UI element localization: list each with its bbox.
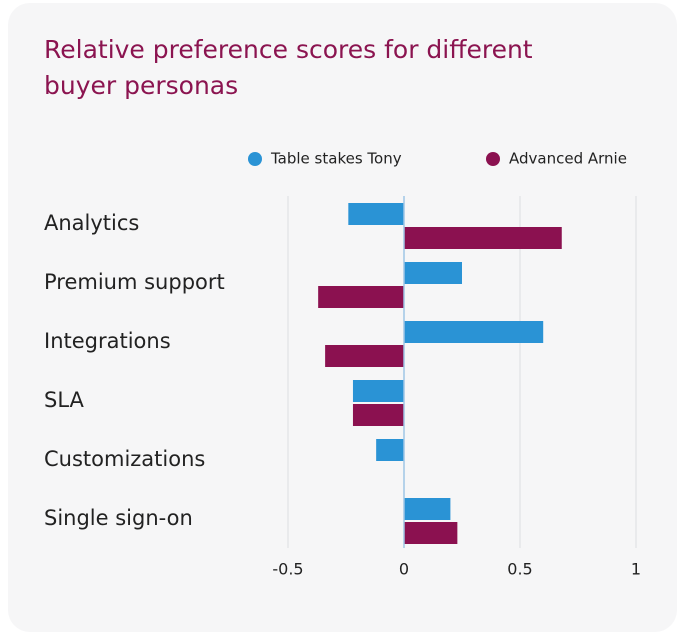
card [8, 3, 677, 632]
bar [325, 345, 404, 367]
y-tick-label: SLA [44, 388, 85, 412]
bar [404, 227, 562, 249]
bar [348, 203, 404, 225]
chart-title: Relative preference scores for different… [44, 35, 533, 100]
legend-marker [486, 152, 500, 166]
bar [404, 321, 544, 343]
bar [318, 286, 404, 308]
bar [352, 380, 404, 402]
y-tick-label: Single sign-on [44, 506, 193, 530]
y-tick-label: Integrations [44, 329, 171, 353]
x-tick-label: 0 [399, 560, 409, 579]
bar [404, 262, 462, 284]
y-tick-label: Customizations [44, 447, 205, 471]
bar [376, 439, 404, 461]
x-tick-label: 1 [631, 560, 641, 579]
legend-label: Table stakes Tony [270, 150, 402, 168]
y-tick-label: Premium support [44, 270, 225, 294]
bar [404, 522, 458, 544]
legend-label: Advanced Arnie [509, 150, 627, 168]
bar [352, 404, 404, 426]
legend-marker [248, 152, 262, 166]
bar [404, 498, 451, 520]
x-tick-label: -0.5 [272, 560, 303, 579]
x-tick-label: 0.5 [507, 560, 532, 579]
y-tick-label: Analytics [44, 211, 139, 235]
